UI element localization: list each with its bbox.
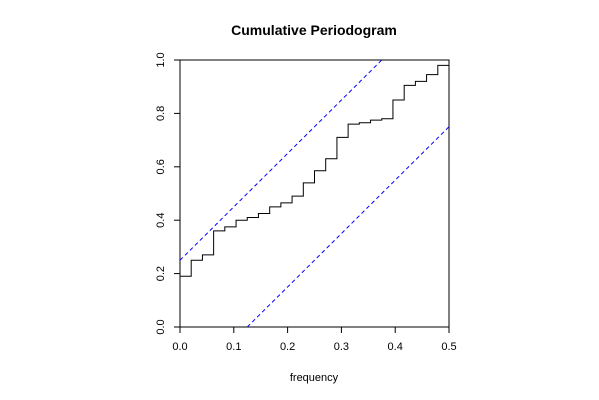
x-tick-label: 0.4 [388,341,403,353]
y-tick-label: 0.6 [155,159,167,174]
x-tick-label: 0.3 [334,341,349,353]
lower-confidence-bound-line [246,126,450,328]
x-axis: 0.0 0.1 0.2 0.3 0.4 0.5 [172,327,457,353]
y-tick-label: 0.4 [155,213,167,228]
y-tick-label: 1.0 [155,52,167,67]
x-tick-label: 0.5 [441,341,456,353]
cumulative-periodogram-step-line [179,64,449,327]
chart-title: Cumulative Periodogram [231,22,397,38]
x-tick-label: 0.2 [280,341,295,353]
x-tick-label: 0.0 [172,341,187,353]
y-tick-label: 0.2 [155,266,167,281]
y-axis: 0.0 0.2 0.4 0.6 0.8 1.0 [155,52,180,335]
x-axis-label: frequency [290,372,339,384]
y-tick-label: 0.0 [155,319,167,334]
plot-frame [179,59,450,328]
series-layer [179,59,450,328]
x-tick-label: 0.1 [226,341,241,353]
upper-confidence-bound-line [179,59,383,261]
y-tick-label: 0.8 [155,106,167,121]
